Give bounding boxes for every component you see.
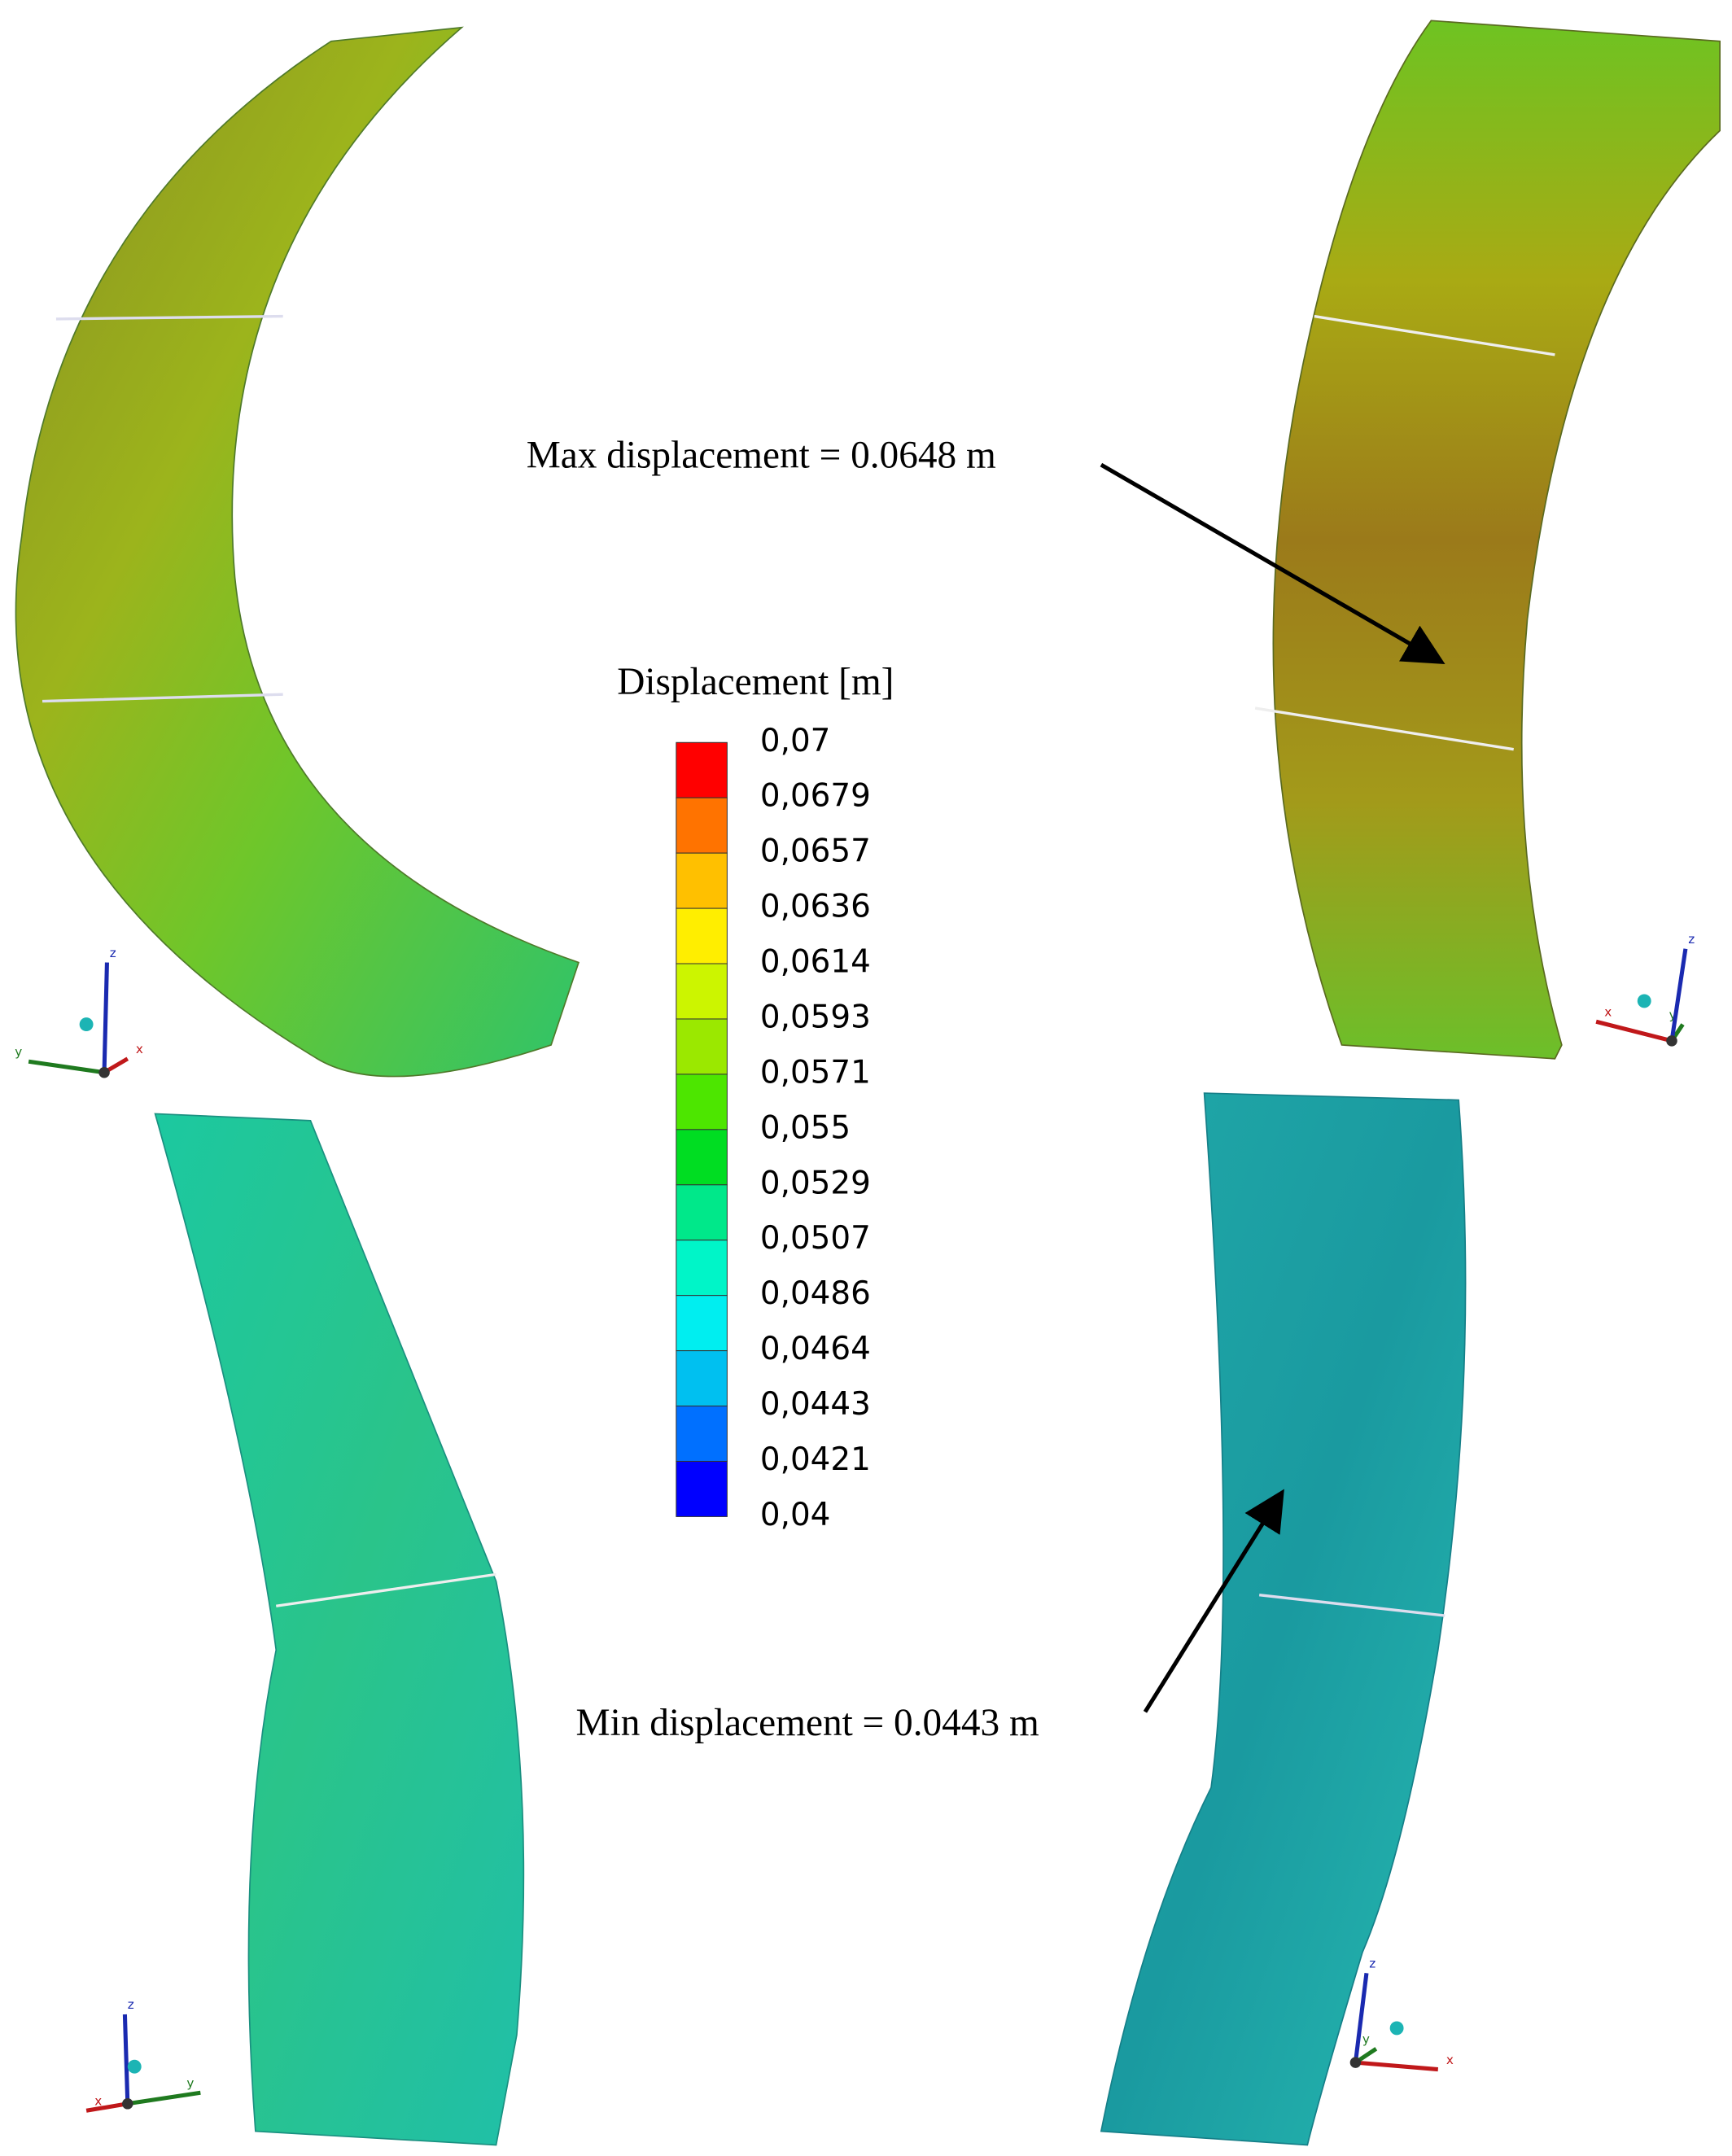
triad-label: z <box>1688 932 1695 947</box>
arrow <box>1143 1489 1284 1713</box>
legend-swatch <box>676 1184 728 1241</box>
triad-label: x <box>1446 2053 1454 2067</box>
triad-axis <box>122 2014 130 2104</box>
legend-label: 0,0614 <box>760 944 871 981</box>
triad-label: x <box>94 2093 102 2108</box>
legend-swatch <box>676 963 728 1020</box>
legend-swatch <box>676 1129 728 1186</box>
legend-swatch <box>676 1240 728 1297</box>
legend-swatch <box>676 907 728 964</box>
triad-label: z <box>1369 1957 1376 1971</box>
legend-label: 0,0486 <box>760 1275 871 1312</box>
model-bottom-left <box>154 1113 525 2146</box>
model-bottom-right <box>1100 1092 1467 2146</box>
legend-label: 0,0636 <box>760 889 871 925</box>
legend-label: 0,0571 <box>760 1054 871 1091</box>
legend-swatch <box>676 852 728 909</box>
legend-swatch <box>676 1074 728 1130</box>
legend-swatch <box>676 1460 728 1517</box>
legend-swatch <box>676 1350 728 1407</box>
triad-origin <box>122 2098 133 2110</box>
legend-label: 0,055 <box>760 1109 851 1146</box>
triad-origin <box>1349 2057 1362 2068</box>
triad-label: z <box>110 946 116 960</box>
legend-label: 0,07 <box>760 723 831 759</box>
legend-swatch <box>676 1018 728 1075</box>
seam <box>1258 1594 1446 1617</box>
triad-axis <box>102 962 109 1073</box>
model-top-right <box>1272 20 1721 1060</box>
legend-title: Displacement [m] <box>617 661 894 703</box>
triad-label: y <box>186 2076 194 2091</box>
triad-label: y <box>1362 2031 1370 2046</box>
legend-label: 0,0507 <box>760 1220 871 1257</box>
triad-axis <box>1353 1972 1369 2063</box>
triad-label: y <box>1669 1008 1677 1022</box>
legend-swatch <box>676 797 728 854</box>
legend-label: 0,0529 <box>760 1165 871 1201</box>
seam <box>1254 314 1555 751</box>
axis-triads: x y z x y z x y z x y z <box>15 932 1695 2113</box>
triad-axis <box>1595 1019 1673 1043</box>
triad-origin <box>98 1066 110 1078</box>
triad-axis <box>1355 2060 1439 2072</box>
triad-axis <box>127 2090 201 2106</box>
triad-ball <box>79 1017 94 1032</box>
legend-label: 0,04 <box>760 1497 831 1533</box>
legend: Displacement [m] 0,07 0,0679 0,0657 0,0636 0… <box>617 661 894 1533</box>
triad-label: z <box>128 1997 134 2012</box>
triad-ball <box>1389 2021 1404 2036</box>
legend-swatch <box>676 741 728 798</box>
legend-label: 0,0464 <box>760 1331 871 1367</box>
triad-origin <box>1666 1035 1677 1047</box>
seam <box>42 314 283 703</box>
triad-label: x <box>136 1042 143 1056</box>
legend-swatch <box>676 1406 728 1462</box>
triad-label: y <box>15 1044 22 1059</box>
triad-axis <box>1669 948 1688 1042</box>
model-top-left <box>15 26 580 1078</box>
triad-axis <box>28 1059 105 1075</box>
min-annotation: Min displacement = 0.0443 m <box>576 1702 1039 1744</box>
legend-label: 0,0443 <box>760 1386 871 1423</box>
arrow <box>1100 462 1446 665</box>
seam <box>276 1572 496 1607</box>
legend-label: 0,0421 <box>760 1441 871 1478</box>
triad-ball <box>127 2059 142 2074</box>
annotations: Max displacement = 0.0648 m Min displace… <box>527 434 1446 1744</box>
model-views <box>15 20 1721 2146</box>
triad-axis <box>85 2101 129 2113</box>
triad-label: x <box>1604 1004 1612 1019</box>
legend-label: 0,0679 <box>760 778 871 815</box>
max-annotation: Max displacement = 0.0648 m <box>527 434 996 476</box>
legend-label: 0,0593 <box>760 999 871 1035</box>
legend-swatch <box>676 1295 728 1352</box>
legend-label: 0,0657 <box>760 833 871 870</box>
triad-ball <box>1637 994 1651 1008</box>
